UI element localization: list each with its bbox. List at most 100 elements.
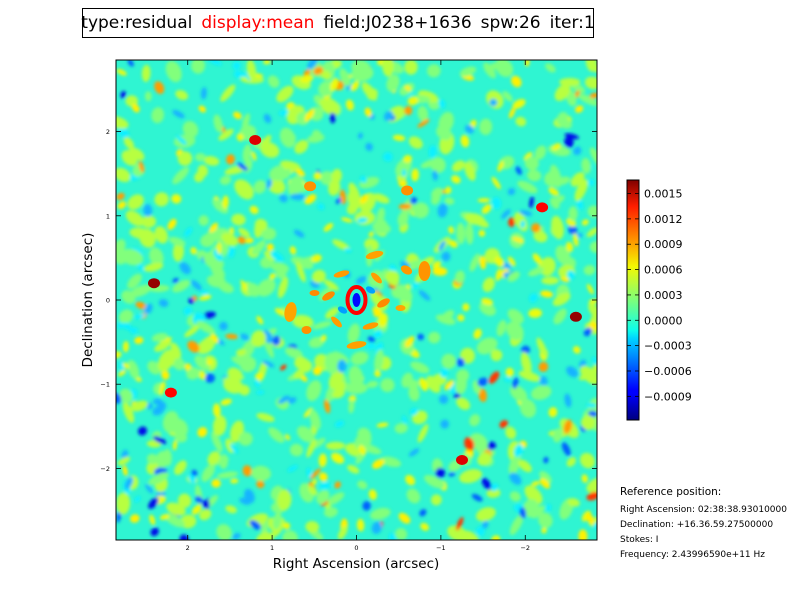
residual-blob bbox=[551, 143, 561, 151]
residual-blob bbox=[386, 74, 400, 92]
sidelobe bbox=[301, 326, 312, 334]
residual-blob bbox=[373, 329, 383, 339]
residual-blob bbox=[232, 532, 241, 540]
residual-blob bbox=[512, 377, 519, 389]
residual-blob bbox=[277, 395, 290, 404]
residual-blob bbox=[116, 192, 125, 200]
residual-blob bbox=[347, 323, 360, 344]
residual-blob bbox=[268, 427, 285, 443]
residual-blob bbox=[211, 431, 223, 453]
x-axis-label: Right Ascension (arcsec) bbox=[273, 556, 440, 572]
residual-blob bbox=[509, 514, 524, 536]
residual-blob bbox=[195, 495, 204, 504]
residual-blob bbox=[230, 478, 239, 484]
residual-feature-8 bbox=[304, 181, 317, 192]
residual-blob bbox=[357, 132, 363, 139]
residual-blob bbox=[168, 236, 186, 247]
y-tick-label: 0 bbox=[106, 297, 110, 305]
sidelobe bbox=[365, 250, 384, 260]
residual-blob bbox=[154, 226, 168, 244]
title-spw: spw:26 bbox=[480, 13, 541, 33]
residual-blob bbox=[244, 237, 254, 244]
residual-blob bbox=[489, 98, 498, 107]
residual-blob bbox=[257, 278, 276, 297]
residual-blob bbox=[323, 223, 334, 232]
sidelobe bbox=[371, 272, 382, 284]
residual-blob bbox=[586, 477, 597, 493]
residual-blob bbox=[448, 226, 454, 234]
residual-blob bbox=[345, 99, 354, 111]
residual-blob bbox=[509, 385, 528, 402]
residual-blob bbox=[331, 168, 342, 184]
residual-blob bbox=[356, 217, 368, 224]
residual-blob bbox=[337, 526, 348, 540]
residual-blob bbox=[588, 410, 597, 417]
residual-blob bbox=[432, 266, 448, 276]
residual-blob bbox=[566, 270, 576, 280]
residual-blob bbox=[359, 194, 369, 204]
residual-feature-0 bbox=[345, 285, 368, 315]
residual-blob bbox=[543, 456, 549, 464]
x-tick-label: −2 bbox=[520, 544, 530, 552]
residual-blob bbox=[134, 336, 144, 345]
residual-blob bbox=[116, 115, 129, 129]
residual-blob bbox=[574, 179, 588, 202]
residual-blob bbox=[251, 330, 266, 348]
sidelobe bbox=[418, 261, 431, 281]
residual-blob bbox=[162, 411, 179, 433]
sidelobe bbox=[395, 305, 406, 311]
residual-blob bbox=[586, 403, 597, 408]
residual-blob bbox=[495, 268, 502, 281]
residual-blob bbox=[343, 382, 353, 393]
residual-blob bbox=[388, 533, 397, 540]
residual-blob bbox=[460, 134, 470, 148]
residual-blob bbox=[129, 514, 140, 523]
residual-blob bbox=[251, 465, 271, 482]
residual-blob bbox=[161, 370, 170, 380]
residual-blob bbox=[266, 178, 273, 189]
residual-blob bbox=[579, 452, 596, 469]
residual-blob bbox=[238, 431, 253, 446]
residual-blob bbox=[117, 369, 127, 377]
residual-blob bbox=[538, 512, 553, 529]
residual-blob bbox=[197, 338, 215, 355]
residual-blob bbox=[238, 227, 251, 238]
residual-blob bbox=[324, 399, 331, 414]
residual-blob bbox=[191, 60, 206, 74]
residual-blob bbox=[254, 372, 264, 380]
residual-blob bbox=[183, 306, 193, 315]
residual-blob bbox=[412, 282, 419, 289]
residual-blob bbox=[256, 480, 265, 489]
residual-blob bbox=[523, 152, 533, 161]
residual-blob bbox=[456, 358, 465, 367]
sidelobe bbox=[337, 306, 348, 314]
residual-blob bbox=[501, 209, 511, 219]
residual-blob bbox=[366, 380, 379, 388]
residual-blob bbox=[453, 392, 461, 399]
residual-blob bbox=[208, 60, 222, 66]
residual-blob bbox=[222, 195, 229, 209]
residual-blob bbox=[511, 75, 522, 88]
residual-blob bbox=[294, 139, 309, 154]
residual-blob bbox=[313, 66, 324, 76]
residual-blob bbox=[462, 303, 470, 312]
residual-blob bbox=[201, 464, 216, 482]
residual-blob bbox=[296, 426, 315, 443]
residual-blob bbox=[200, 289, 209, 295]
residual-blob bbox=[119, 361, 124, 371]
residual-blob bbox=[240, 279, 248, 291]
residual-blob bbox=[188, 297, 194, 304]
residual-blob bbox=[579, 369, 597, 381]
residual-blob bbox=[520, 220, 526, 229]
residual-blob bbox=[507, 271, 520, 282]
residual-blob bbox=[483, 62, 496, 79]
residual-blob bbox=[219, 454, 229, 469]
residual-blob bbox=[581, 415, 596, 431]
residual-blob bbox=[245, 71, 251, 81]
residual-blob bbox=[202, 499, 210, 509]
residual-blob bbox=[373, 193, 390, 204]
residual-blob bbox=[289, 246, 297, 255]
residual-blob bbox=[210, 263, 225, 280]
residual-blob bbox=[231, 213, 246, 226]
residual-blob bbox=[545, 63, 556, 73]
